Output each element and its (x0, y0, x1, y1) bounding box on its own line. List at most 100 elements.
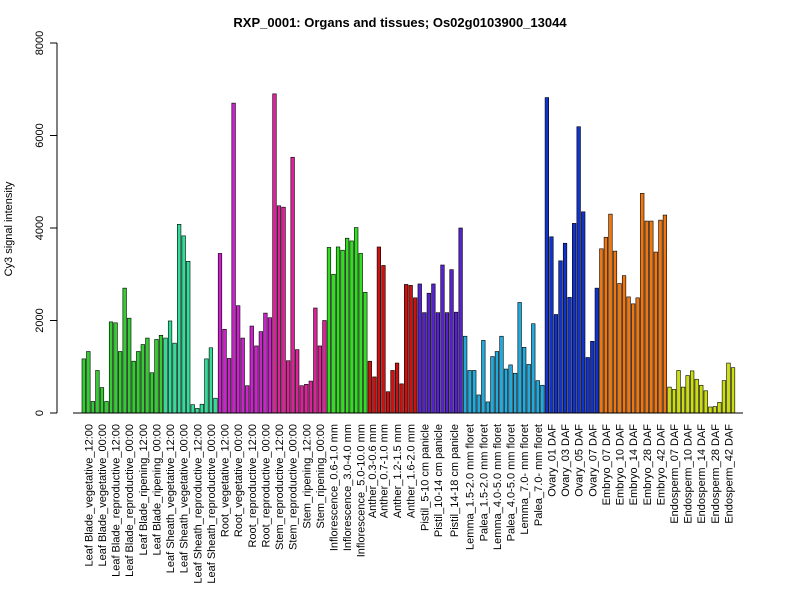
x-tick-label: Pistil_14-18 cm panicle (449, 424, 461, 537)
bar (603, 236, 608, 414)
bar (236, 305, 241, 414)
bar (190, 404, 195, 414)
bar (263, 312, 268, 414)
bar (95, 370, 100, 414)
bar (549, 236, 554, 414)
bar (440, 264, 445, 414)
x-tick-label: Endosperm_14 DAF (696, 424, 708, 524)
x-tick-label: Leaf Blade_vegetative_12:00 (83, 424, 95, 567)
bar (408, 285, 413, 414)
bar (576, 126, 581, 414)
bar (567, 297, 572, 414)
bar (394, 362, 400, 414)
bar (299, 385, 304, 414)
bar (458, 227, 463, 414)
bar (463, 335, 468, 414)
y-tick-label: 2000 (34, 308, 46, 332)
x-tick-label: Anther_0.3-0.6 mm (367, 424, 379, 518)
x-tick-label: Leaf Blade_vegetative_00:00 (97, 424, 109, 567)
bar (581, 211, 586, 414)
bar (108, 321, 114, 414)
bar (177, 224, 182, 414)
x-tick-label: Stem_reproductive_12:00 (274, 424, 286, 550)
bar (690, 370, 695, 414)
bar (499, 335, 504, 414)
bar (708, 406, 713, 414)
bar (535, 380, 540, 414)
bar (481, 340, 486, 414)
bar (526, 364, 531, 414)
x-tick-label: Anther_1.2-1.5 mm (392, 424, 404, 518)
bar (522, 347, 527, 414)
bar (512, 372, 518, 414)
bar (667, 386, 672, 414)
bar (644, 220, 649, 414)
bar (621, 275, 627, 414)
bar (413, 297, 418, 414)
bar (276, 205, 282, 414)
bar (594, 287, 599, 414)
bar (99, 387, 105, 414)
y-tick-label: 6000 (34, 123, 46, 147)
bar (649, 220, 654, 414)
bar (612, 250, 618, 414)
bar (136, 351, 141, 414)
x-tick-label: Root_vegetative_12:00 (220, 424, 232, 537)
x-tick-label: Ovary_01 DAF (546, 424, 558, 497)
x-tick-label: Ovary_03 DAF (560, 424, 572, 497)
bar (485, 401, 490, 414)
bar (131, 360, 136, 414)
bar (249, 325, 254, 414)
bar (494, 351, 500, 414)
bar (204, 358, 209, 414)
x-tick-label: Leaf Blade_reproductive_00:00 (124, 424, 136, 577)
bar (326, 247, 332, 414)
bar (145, 337, 150, 414)
bar (444, 312, 450, 414)
bar (467, 370, 472, 414)
x-tick-label: Inflorescence_0.6-1.0 mm (329, 424, 341, 551)
bar (544, 97, 549, 414)
bar (572, 223, 577, 414)
bar (267, 317, 273, 414)
bar (367, 360, 372, 414)
bar (331, 273, 336, 414)
bar (453, 311, 459, 414)
bar (281, 206, 286, 414)
bar (154, 339, 159, 414)
bar (358, 253, 363, 414)
bar (585, 357, 590, 414)
bar (730, 367, 736, 414)
bar (149, 372, 155, 414)
bar (631, 303, 636, 414)
bar (140, 344, 145, 414)
bar (295, 349, 300, 414)
bar (335, 246, 341, 414)
bar (113, 322, 118, 414)
bar (354, 227, 359, 414)
bar (490, 356, 495, 414)
bar (422, 312, 427, 414)
y-axis: 0 2000 4000 6000 8000 (34, 31, 58, 416)
x-tick-label: Endosperm_07 DAF (669, 424, 681, 524)
x-tick-label: Palea_7.0- mm floret (533, 424, 545, 526)
bar (726, 362, 731, 414)
bar (562, 242, 568, 414)
x-tick-label: Endosperm_42 DAF (724, 424, 736, 524)
bar (635, 297, 640, 414)
x-tick-label: Endosperm_28 DAF (710, 424, 722, 524)
bar (213, 397, 218, 414)
bar (517, 302, 522, 414)
bar (317, 345, 322, 414)
x-tick-label: Leaf Blade_ripening_12:00 (138, 424, 150, 556)
x-tick-label: Root_reproductive_12:00 (247, 424, 259, 548)
bar (685, 375, 690, 414)
bar (680, 386, 686, 414)
bar (426, 292, 431, 414)
bar (158, 334, 164, 414)
bar (172, 342, 177, 414)
bar (390, 370, 395, 414)
chart-title: RXP_0001: Organs and tissues; Os02g01039… (233, 15, 567, 30)
x-tick-label: Lemma_4.0-5.0 mm floret (492, 424, 504, 550)
x-tick-label: Leaf Sheath_reproductive_12:00 (192, 424, 204, 584)
